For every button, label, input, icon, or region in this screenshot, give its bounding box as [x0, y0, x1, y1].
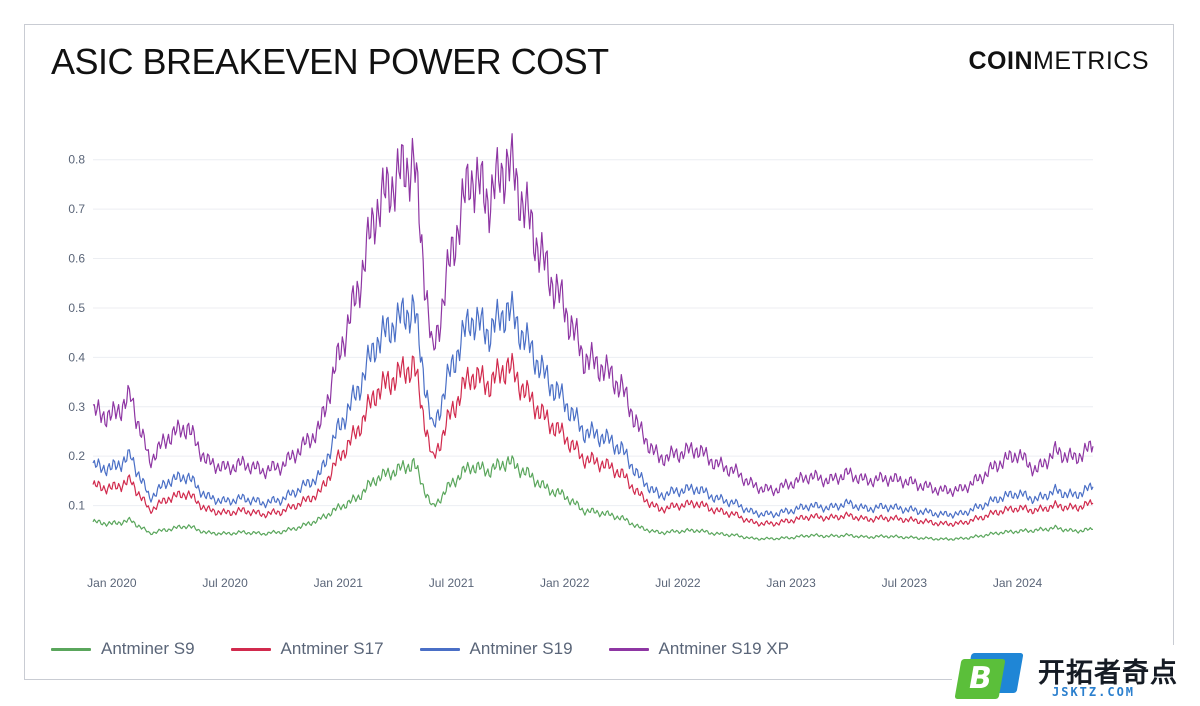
site-watermark-badge[interactable]: B 开拓者奇点 JSKTZ.COM [952, 645, 1200, 706]
x-tick-label: Jan 2023 [766, 576, 816, 590]
legend-swatch-s9 [51, 647, 91, 651]
series-line-s19xp[interactable] [92, 133, 1094, 497]
legend-label-s19xp: Antminer S19 XP [658, 639, 789, 658]
y-tick-label: 0.8 [68, 153, 85, 167]
y-tick-label: 0.6 [68, 252, 85, 266]
x-tick-label: Jul 2022 [655, 576, 701, 590]
series-line-s17[interactable] [92, 352, 1094, 527]
site-domain: JSKTZ.COM [1052, 685, 1136, 699]
site-name-cn: 开拓者奇点 [1038, 658, 1178, 689]
series-line-s19[interactable] [92, 290, 1094, 519]
x-tick-label: Jul 2023 [882, 576, 928, 590]
brand-logo-bold: COIN [968, 47, 1033, 75]
legend-item-s19[interactable]: Antminer S19 [419, 639, 573, 659]
x-tick-label: Jan 2022 [540, 576, 590, 590]
y-tick-label: 0.2 [68, 449, 85, 463]
legend-swatch-s19 [419, 647, 460, 651]
site-logo-icon: B [954, 653, 1024, 699]
series-line-s9[interactable] [92, 455, 1094, 541]
legend-swatch-s17 [230, 647, 271, 651]
y-tick-label: 0.1 [68, 499, 85, 513]
legend: Antminer S9 Antminer S17 Antminer S19 An… [51, 639, 789, 659]
chart-title: ASIC BREAKEVEN POWER COST [51, 41, 609, 82]
x-tick-label: Jul 2021 [429, 576, 475, 590]
legend-item-s19xp[interactable]: Antminer S19 XP [608, 639, 789, 659]
legend-item-s9[interactable]: Antminer S9 [51, 639, 195, 659]
y-tick-label: 0.3 [68, 400, 85, 414]
chart-card: ASIC BREAKEVEN POWER COST COINMETRICS 0.… [24, 24, 1174, 680]
brand-logo-light: METRICS [1033, 47, 1149, 75]
legend-swatch-s19xp [608, 647, 649, 651]
legend-label-s19: Antminer S19 [469, 639, 573, 658]
legend-label-s17: Antminer S17 [280, 639, 384, 658]
legend-label-s9: Antminer S9 [101, 639, 195, 658]
x-tick-label: Jan 2024 [993, 576, 1043, 590]
brand-logo: COINMETRICS [969, 47, 1150, 76]
y-tick-label: 0.4 [68, 350, 85, 364]
x-tick-label: Jan 2021 [314, 576, 364, 590]
line-chart: 0.1 0.2 0.3 0.4 0.5 0.6 0.7 0.8 Jan 2020 Jul 2020… [68, 133, 1094, 590]
y-tick-label: 0.7 [68, 202, 85, 216]
x-tick-label: Jul 2020 [202, 576, 248, 590]
legend-item-s17[interactable]: Antminer S17 [230, 639, 384, 659]
x-tick-label: Jan 2020 [87, 576, 137, 590]
y-tick-label: 0.5 [68, 301, 85, 315]
